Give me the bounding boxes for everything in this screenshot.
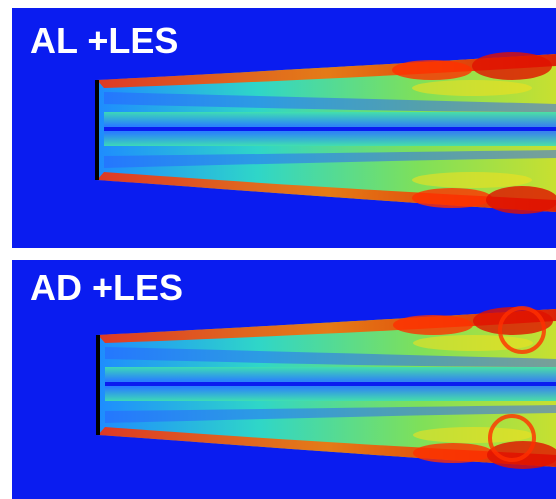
turbine-line — [96, 335, 100, 435]
panel-label: AL +LES — [30, 20, 178, 61]
turbine-line — [95, 80, 99, 180]
panel-al: AL +LES — [12, 8, 556, 248]
panel-ad: AD +LES — [12, 260, 556, 499]
figure: AL +LES AD +LES — [0, 0, 556, 499]
panel-label: AD +LES — [30, 267, 183, 308]
